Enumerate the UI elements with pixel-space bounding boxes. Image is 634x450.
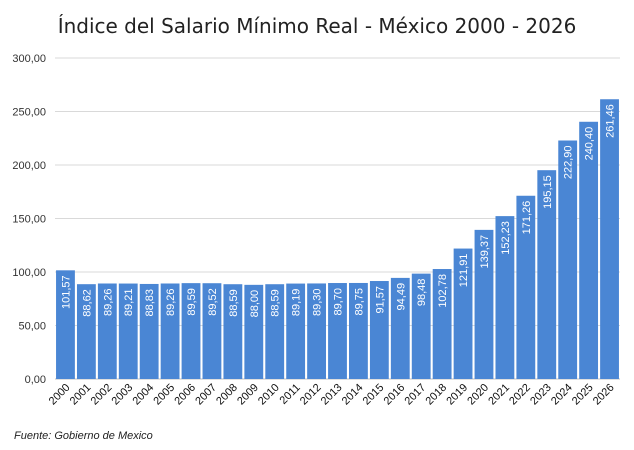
data-label: 88,83 xyxy=(144,289,156,317)
bar xyxy=(223,284,243,379)
data-label: 89,59 xyxy=(186,288,198,316)
source-note: Fuente: Gobierno de Mexico xyxy=(14,430,153,442)
data-label: 102,78 xyxy=(437,274,449,308)
x-tick-label: 2009 xyxy=(235,382,261,408)
x-tick-label: 2014 xyxy=(340,382,366,408)
data-label: 88,00 xyxy=(249,290,261,318)
data-label: 222,90 xyxy=(563,145,575,179)
x-tick-label: 2003 xyxy=(110,382,136,408)
x-tick-label: 2001 xyxy=(68,382,94,408)
x-tick-label: 2006 xyxy=(172,382,198,408)
y-tick-label: 250,00 xyxy=(12,107,46,119)
y-tick-label: 150,00 xyxy=(12,214,46,226)
data-label: 89,75 xyxy=(353,288,365,316)
data-label: 101,57 xyxy=(60,275,72,309)
x-tick-label: 2002 xyxy=(89,382,115,408)
data-label: 98,48 xyxy=(416,279,428,307)
bar xyxy=(474,229,494,379)
data-label: 89,70 xyxy=(333,288,345,316)
x-tick-label: 2012 xyxy=(298,382,324,408)
bar xyxy=(118,283,138,379)
data-label: 88,62 xyxy=(81,289,93,317)
data-label: 88,59 xyxy=(228,289,240,317)
bar xyxy=(328,283,347,379)
bar xyxy=(453,248,473,379)
bar xyxy=(139,283,159,379)
bar xyxy=(349,282,368,379)
bar xyxy=(600,99,619,380)
data-label: 240,40 xyxy=(584,127,596,161)
bar xyxy=(432,269,452,379)
data-label: 139,37 xyxy=(479,235,491,269)
x-tick-label: 2017 xyxy=(403,382,429,408)
data-label: 88,59 xyxy=(270,289,282,317)
x-tick-label: 2010 xyxy=(256,382,282,408)
bar xyxy=(307,283,326,379)
x-tick-label: 2011 xyxy=(278,382,303,407)
y-tick-label: 0,00 xyxy=(25,374,46,386)
data-label: 94,49 xyxy=(395,283,407,311)
bar xyxy=(202,283,222,379)
chart-title: Índice del Salario Mínimo Real - México … xyxy=(57,14,577,38)
bar xyxy=(244,284,264,379)
x-tick-label: 2021 xyxy=(486,382,512,408)
data-label: 89,52 xyxy=(207,288,219,316)
data-label: 152,23 xyxy=(500,221,512,255)
data-label: 261,46 xyxy=(605,104,617,138)
bar xyxy=(181,283,201,379)
x-tick-label: 2026 xyxy=(591,382,617,408)
x-tick-label: 2005 xyxy=(151,382,177,408)
x-tick-label: 2022 xyxy=(507,382,533,408)
x-tick-label: 2013 xyxy=(319,382,345,408)
y-tick-label: 300,00 xyxy=(12,53,46,65)
y-tick-label: 50,00 xyxy=(18,321,46,333)
x-tick-label: 2015 xyxy=(361,382,387,408)
x-tick-label: 2024 xyxy=(549,382,575,408)
data-label: 89,26 xyxy=(165,288,177,316)
x-tick-label: 2018 xyxy=(423,382,449,408)
x-tick-label: 2019 xyxy=(444,382,470,408)
x-tick-label: 2016 xyxy=(382,382,408,408)
bar xyxy=(76,284,96,379)
bar xyxy=(390,277,410,379)
x-tick-label: 2025 xyxy=(570,382,596,408)
bar xyxy=(97,283,117,379)
bar xyxy=(516,195,536,379)
y-tick-label: 100,00 xyxy=(12,267,46,279)
data-label: 121,91 xyxy=(458,254,470,288)
bar xyxy=(579,121,599,379)
x-tick-label: 2004 xyxy=(130,382,156,408)
data-label: 89,19 xyxy=(291,289,303,317)
bar xyxy=(537,170,557,379)
data-label: 89,26 xyxy=(102,288,114,316)
data-label: 195,15 xyxy=(542,175,554,209)
bar xyxy=(369,281,389,379)
data-label: 89,21 xyxy=(123,289,135,317)
x-tick-label: 2000 xyxy=(47,382,73,408)
data-label: 91,57 xyxy=(374,286,386,314)
data-label: 171,26 xyxy=(521,201,533,235)
y-tick-label: 200,00 xyxy=(12,160,46,172)
x-tick-label: 2007 xyxy=(193,382,219,408)
bar xyxy=(265,284,285,379)
bar xyxy=(495,216,515,379)
bar xyxy=(286,283,306,379)
bar xyxy=(558,140,578,379)
bar xyxy=(160,283,180,379)
bar xyxy=(411,273,431,379)
x-tick-label: 2008 xyxy=(214,382,240,408)
data-label: 89,30 xyxy=(312,288,324,316)
x-tick-label: 2023 xyxy=(528,382,554,408)
bar xyxy=(56,270,75,379)
x-tick-label: 2020 xyxy=(465,382,491,408)
